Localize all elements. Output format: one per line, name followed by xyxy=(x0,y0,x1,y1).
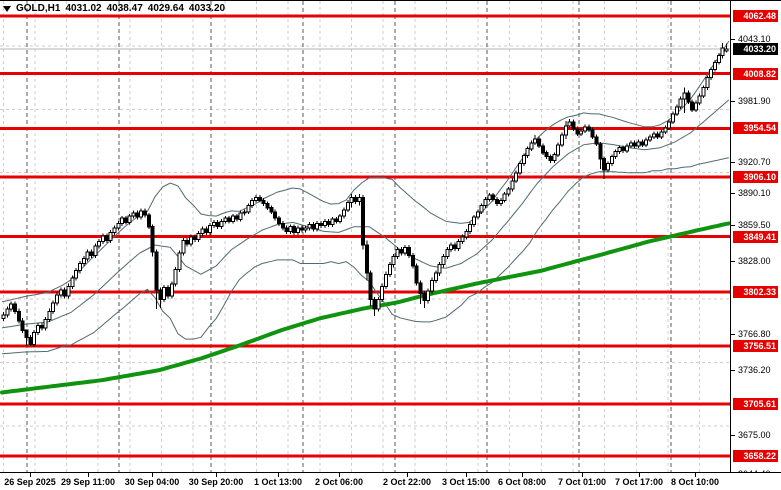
time-tick-label: 2 Oct 06:00 xyxy=(314,477,364,487)
level-price-label: 3906.10 xyxy=(733,171,778,183)
time-tick-mark xyxy=(639,473,640,477)
price-tick-label: 3920.70 xyxy=(738,157,771,167)
time-tick-label: 2 Oct 22:00 xyxy=(382,477,432,487)
price-tick-mark xyxy=(731,435,735,436)
ohlc-high: 4038.47 xyxy=(106,3,143,14)
level-price-label: 4062.48 xyxy=(733,10,778,22)
time-tick-mark xyxy=(339,473,340,477)
price-tick-label: 3890.10 xyxy=(738,188,771,198)
time-tick-mark xyxy=(278,473,279,477)
time-tick-mark xyxy=(695,473,696,477)
time-tick-label: 3 Oct 15:00 xyxy=(441,477,491,487)
price-tick-mark xyxy=(731,261,735,262)
time-tick-label: 29 Sep 11:00 xyxy=(60,477,116,487)
price-tick-label: 4043.10 xyxy=(738,34,771,44)
ohlc-close: 4033.20 xyxy=(188,3,226,14)
time-tick-label: 30 Sep 20:00 xyxy=(188,477,244,487)
time-tick-label: 30 Sep 04:00 xyxy=(124,477,180,487)
time-tick-label: 8 Oct 10:00 xyxy=(670,477,720,487)
time-tick-mark xyxy=(582,473,583,477)
price-tick-label: 3736.20 xyxy=(738,365,771,375)
time-tick-mark xyxy=(30,473,31,477)
price-tick-label: 3828.00 xyxy=(738,256,771,266)
time-scale[interactable]: 26 Sep 2025 29 Sep 11:00 30 Sep 04:00 30 Se… xyxy=(0,472,781,490)
current-price-label: 4033.20 xyxy=(733,43,778,55)
time-tick-mark xyxy=(522,473,523,477)
time-tick-label: 7 Oct 01:00 xyxy=(557,477,607,487)
price-tick-label: 3981.90 xyxy=(738,96,771,106)
ohlc-low: 4029.64 xyxy=(147,3,184,14)
price-tick-label: 3859.50 xyxy=(738,220,771,230)
time-tick-mark xyxy=(466,473,467,477)
price-tick-label: 3766.80 xyxy=(738,329,771,339)
level-price-label: 3756.51 xyxy=(733,340,778,352)
level-price-label: 4008.82 xyxy=(733,68,778,80)
time-tick-label: 26 Sep 2025 xyxy=(4,477,56,487)
level-price-label: 3954.54 xyxy=(733,122,778,134)
level-price-label: 3705.61 xyxy=(733,398,778,410)
candles-layer xyxy=(1,43,729,347)
time-tick-label: 1 Oct 13:00 xyxy=(253,477,303,487)
time-tick-mark xyxy=(407,473,408,477)
day-separator-lines xyxy=(26,1,672,472)
price-tick-label: 3675.00 xyxy=(738,430,771,440)
price-tick-mark xyxy=(731,193,735,194)
level-price-label: 3849.41 xyxy=(733,231,778,243)
ohlc-open: 4031.02 xyxy=(65,3,102,14)
price-tick-mark xyxy=(731,370,735,371)
chart-title: GOLD,H1 4031.02 4038.47 4029.64 4033.20 xyxy=(3,3,225,14)
price-tick-mark xyxy=(731,334,735,335)
level-price-label: 3802.33 xyxy=(733,286,778,298)
time-tick-label: 7 Oct 17:00 xyxy=(614,477,664,487)
symbol-dropdown-icon[interactable] xyxy=(3,5,11,12)
level-price-label: 3658.22 xyxy=(733,450,778,462)
time-tick-label: 6 Oct 08:00 xyxy=(497,477,547,487)
price-tick-mark xyxy=(731,101,735,102)
price-tick-mark xyxy=(731,225,735,226)
price-tick-mark xyxy=(731,39,735,40)
price-scale[interactable]: 4043.10 3981.90 3920.70 3890.10 3859.50 3828.… xyxy=(730,1,781,479)
time-tick-mark xyxy=(88,473,89,477)
price-tick-mark xyxy=(731,162,735,163)
time-tick-mark xyxy=(216,473,217,477)
level-lines[interactable] xyxy=(0,14,730,458)
symbol-period-label: GOLD,H1 xyxy=(16,3,61,14)
price-chart-canvas[interactable] xyxy=(0,1,730,472)
time-tick-mark xyxy=(152,473,153,477)
moving-average-line xyxy=(0,221,730,395)
